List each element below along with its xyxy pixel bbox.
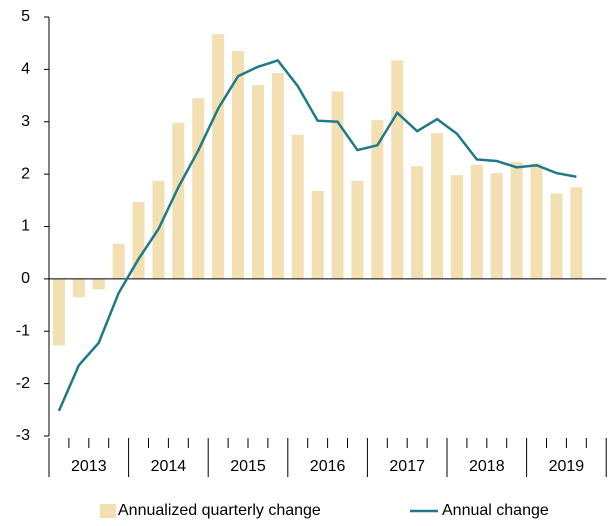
bar <box>450 175 463 279</box>
bar <box>212 34 225 279</box>
x-tick-label: 2016 <box>310 458 346 475</box>
bar <box>331 91 344 279</box>
bar <box>570 187 583 279</box>
bar <box>470 164 483 279</box>
y-tick-label: 3 <box>21 113 30 130</box>
x-tick-label: 2018 <box>469 458 505 475</box>
bar <box>232 51 245 279</box>
bar <box>112 243 125 279</box>
x-tick-label: 2019 <box>549 458 585 475</box>
bar <box>132 201 145 279</box>
legend-swatch <box>100 504 116 518</box>
bar <box>351 180 364 279</box>
y-tick-label: 5 <box>21 8 30 25</box>
legend-label: Annualized quarterly change <box>118 502 321 519</box>
y-tick-label: -1 <box>16 322 30 339</box>
y-tick-label: 2 <box>21 165 30 182</box>
y-tick-label: 1 <box>21 218 30 235</box>
x-tick-label: 2015 <box>230 458 266 475</box>
bar <box>431 133 444 279</box>
y-tick-label: -3 <box>16 427 30 444</box>
bar <box>72 278 85 298</box>
bar <box>510 162 523 279</box>
y-tick-label: 0 <box>21 270 30 287</box>
bar <box>490 173 503 279</box>
y-tick-label: 4 <box>21 61 30 78</box>
x-tick-label: 2014 <box>151 458 187 475</box>
line <box>57 59 577 412</box>
bar <box>371 120 384 279</box>
bar <box>311 190 324 279</box>
bar <box>172 122 185 279</box>
bar <box>411 166 424 279</box>
bar <box>391 60 404 279</box>
bar <box>291 134 304 279</box>
bar <box>251 85 264 279</box>
x-tick-label: 2017 <box>389 458 425 475</box>
bar <box>192 98 205 279</box>
legend-label: Annual change <box>442 502 549 519</box>
y-tick-label: -2 <box>16 375 30 392</box>
bar <box>52 278 65 346</box>
bar <box>530 163 543 279</box>
bar <box>271 73 284 279</box>
x-tick-label: 2013 <box>71 458 107 475</box>
bar <box>550 193 563 279</box>
bar <box>92 278 105 290</box>
